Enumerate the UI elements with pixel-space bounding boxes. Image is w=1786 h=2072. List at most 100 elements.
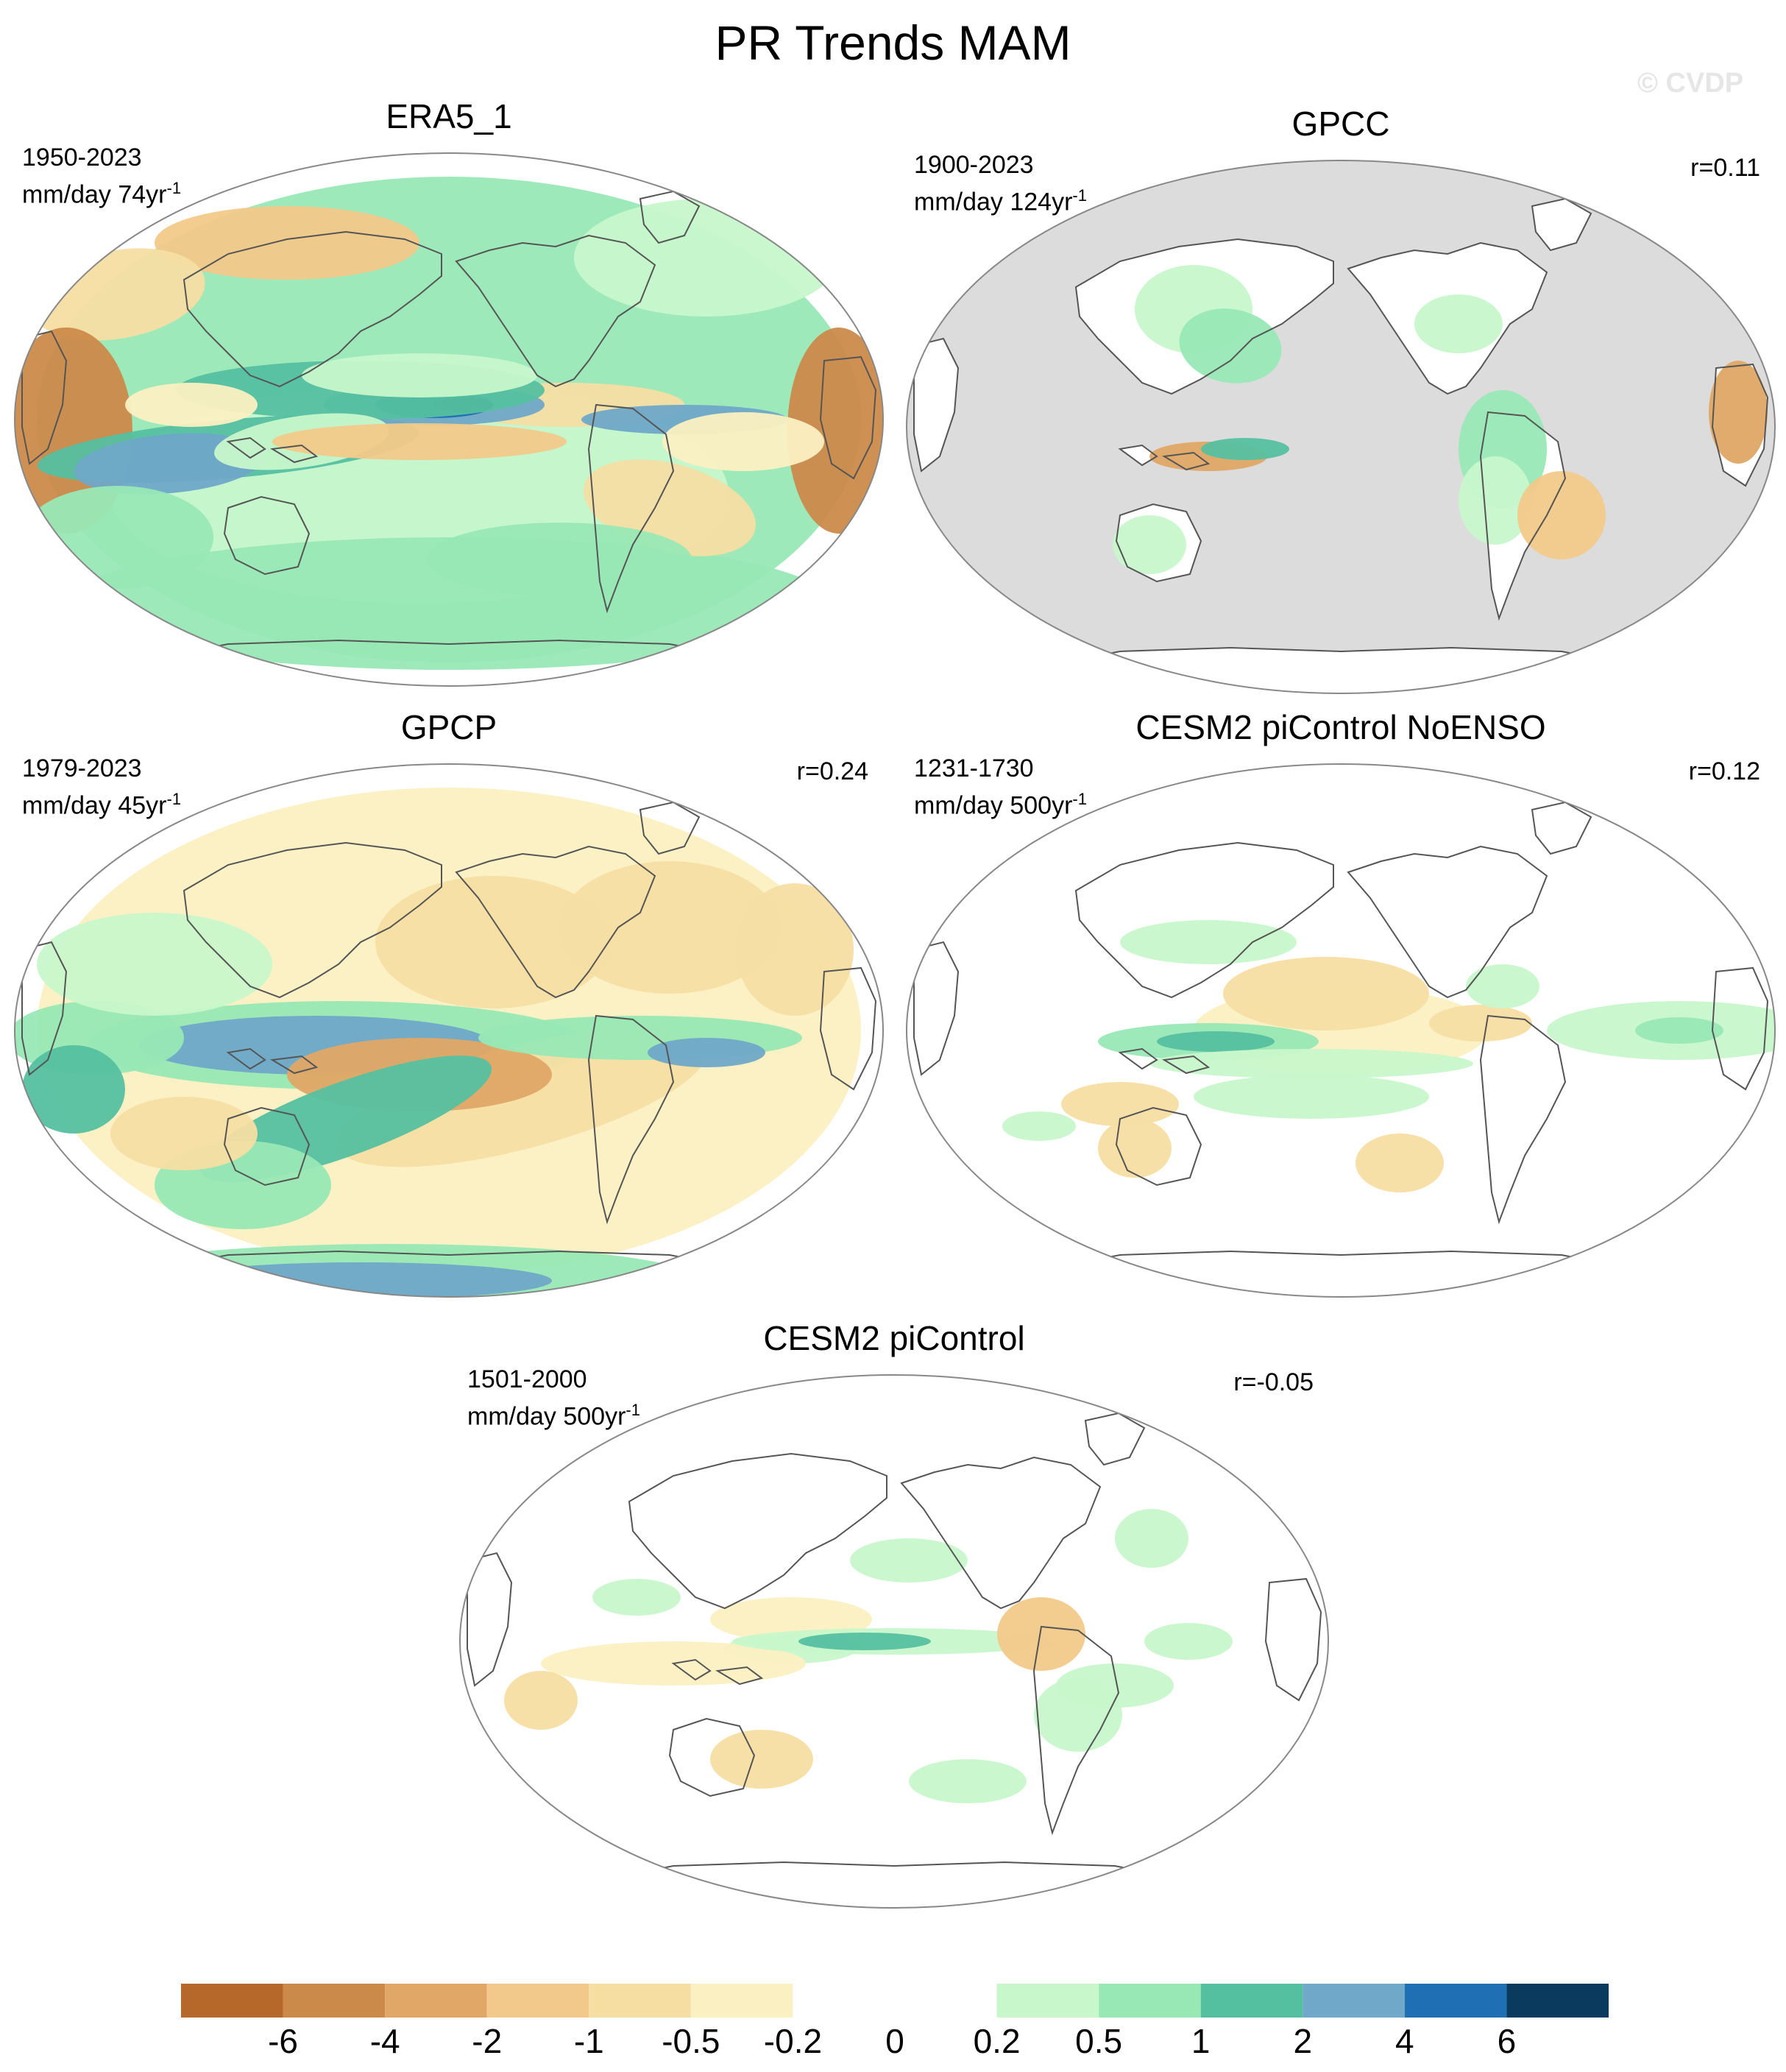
coastline	[668, 1717, 756, 1797]
copyright-watermark: © CVDP	[1637, 68, 1744, 99]
colorbar-swatch	[690, 1984, 793, 2018]
trend-region	[997, 1597, 1085, 1671]
units-text: mm/day 124yr	[914, 188, 1073, 216]
colorbar-tick-label: 4	[1395, 2022, 1414, 2060]
coastline	[183, 230, 442, 388]
coastline	[455, 845, 656, 999]
trend-region	[1149, 1049, 1473, 1078]
units-exponent: -1	[166, 790, 182, 808]
figure-title: PR Trends MAM	[715, 15, 1071, 70]
colorbar-swatch	[1200, 1984, 1303, 2018]
coastline	[270, 444, 319, 464]
trend-region	[302, 353, 537, 397]
colorbar-tick-label: -4	[369, 2022, 400, 2060]
trend-region	[559, 861, 780, 994]
trend-region	[662, 412, 824, 471]
coastline	[1162, 451, 1211, 471]
coastline	[1479, 411, 1567, 621]
panel-correlation: r=0.24	[796, 757, 868, 785]
trend-region	[125, 383, 258, 427]
units-text: mm/day 500yr	[914, 791, 1073, 820]
colorbar-swatch	[996, 1984, 1099, 2018]
trend-region	[155, 206, 419, 280]
trend-region	[1120, 920, 1297, 964]
colorbar-swatch	[486, 1984, 589, 2018]
panel-units: mm/day 45yr-1	[22, 785, 181, 820]
map-plot	[459, 1374, 1329, 1909]
map-panel-gpcc: GPCC 1900-2023 mm/day 124yr-1 r=0.11	[899, 103, 1782, 707]
trend-region	[375, 876, 611, 1008]
trend-region	[1466, 964, 1539, 1008]
trend-region	[37, 913, 272, 1016]
colorbar-tick-label: 0.5	[1075, 2022, 1123, 2060]
colorbar-swatch	[793, 1984, 895, 2018]
panel-period: 1950-2023	[22, 144, 142, 172]
map-plot	[906, 763, 1776, 1298]
colorbar-swatch	[181, 1984, 283, 2018]
panel-units: mm/day 500yr-1	[914, 785, 1087, 820]
coastline	[223, 1106, 311, 1187]
land-data-area	[1024, 648, 1657, 693]
coastline	[587, 1014, 675, 1225]
panel-units: mm/day 124yr-1	[914, 181, 1087, 216]
map-border	[906, 160, 1776, 694]
colorbar-tick-label: 0	[885, 2022, 904, 2060]
trend-region	[169, 1262, 552, 1297]
trend-region	[272, 423, 567, 460]
coastline	[270, 1055, 319, 1075]
panel-units: mm/day 74yr-1	[22, 174, 181, 209]
coastline	[1115, 503, 1202, 583]
trend-region	[1098, 1119, 1172, 1178]
trend-region	[1002, 1111, 1076, 1141]
units-exponent: -1	[626, 1401, 640, 1419]
trend-region	[1179, 308, 1282, 383]
colorbar-swatch	[895, 1984, 997, 2018]
coastline	[467, 1552, 513, 1687]
colorbar-swatch	[1303, 1984, 1405, 2018]
trend-region	[1709, 361, 1768, 464]
trend-region	[574, 199, 839, 317]
coastline	[1074, 238, 1334, 395]
map-panel-gpcp: GPCP 1979-2023 mm/day 45yr-1 r=0.24	[7, 707, 890, 1310]
coastline	[226, 1047, 266, 1070]
colorbar-swatch	[1506, 1984, 1609, 2018]
coastline	[455, 234, 656, 388]
coastline	[587, 403, 675, 614]
panel-period: 1900-2023	[914, 151, 1034, 179]
coastline	[21, 330, 68, 465]
coastline	[1347, 845, 1548, 999]
map-panel-picontrol: CESM2 piControl 1501-2000 mm/day 500yr-1 r=…	[453, 1318, 1336, 1921]
colorbar-swatch	[1099, 1984, 1201, 2018]
coastline	[1032, 1625, 1120, 1836]
coastline	[1118, 444, 1158, 467]
units-exponent: -1	[1072, 186, 1087, 205]
trend-region	[592, 1579, 681, 1616]
trend-region	[22, 1045, 125, 1134]
trend-region	[1157, 1031, 1275, 1052]
trend-region	[1414, 294, 1503, 353]
map-panel-era5: ERA5_1 1950-2023 mm/day 74yr-1	[7, 96, 890, 699]
colorbar	[181, 1984, 1609, 2018]
coastline	[1264, 1577, 1322, 1702]
coastline	[226, 436, 266, 459]
trend-region	[710, 1730, 813, 1789]
trend-region	[427, 523, 692, 596]
coastline	[913, 941, 960, 1076]
trend-region	[1223, 957, 1429, 1030]
coastline	[1118, 1047, 1158, 1070]
panel-period: 1979-2023	[22, 754, 142, 782]
land-data-area	[1532, 199, 1591, 250]
trend-region	[1061, 1082, 1179, 1126]
units-text: mm/day 500yr	[467, 1402, 626, 1431]
panel-title: GPCP	[400, 708, 497, 746]
land-data-area	[914, 339, 958, 471]
coastline	[1711, 966, 1769, 1091]
trend-region	[22, 486, 213, 589]
trend-region	[909, 1759, 1027, 1803]
coastline	[1115, 1106, 1202, 1187]
colorbar-tick-label: -1	[573, 2022, 604, 2060]
coastline	[1162, 1055, 1211, 1075]
map-background	[907, 160, 1775, 693]
trend-region	[1144, 1623, 1233, 1660]
trend-region	[504, 1671, 578, 1730]
